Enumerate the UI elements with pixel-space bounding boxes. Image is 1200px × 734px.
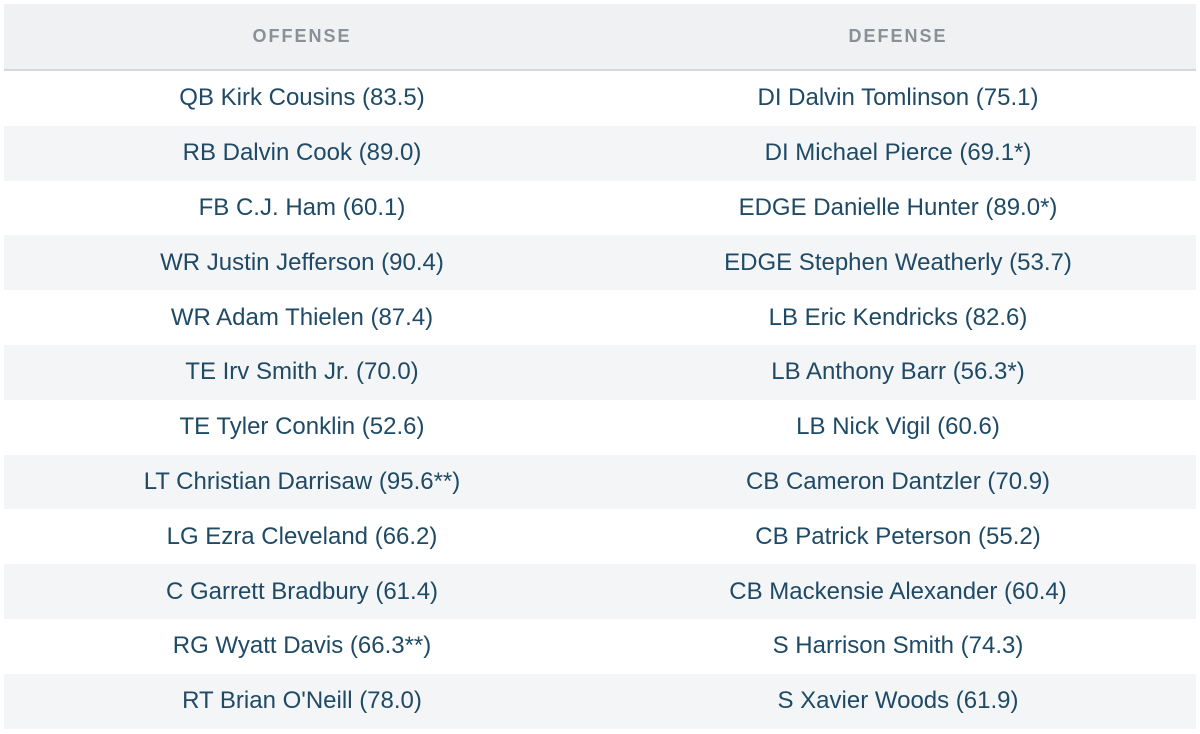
player-cell: DI Dalvin Tomlinson (75.1) bbox=[757, 84, 1039, 112]
player-cell: LB Nick Vigil (60.6) bbox=[796, 413, 1000, 441]
player-cell: RG Wyatt Davis (66.3**) bbox=[172, 632, 432, 660]
table-body: QB Kirk Cousins (83.5) DI Dalvin Tomlinso… bbox=[4, 70, 1196, 729]
table-row: WR Justin Jefferson (90.4) EDGE Stephen W… bbox=[4, 235, 1196, 291]
player-cell: TE Irv Smith Jr. (70.0) bbox=[4, 344, 600, 400]
player-cell: S Xavier Woods (61.9) bbox=[600, 673, 1196, 729]
player-cell: CB Mackensie Alexander (60.4) bbox=[600, 564, 1196, 619]
player-cell: CB Cameron Dantzler (70.9) bbox=[600, 454, 1196, 510]
player-cell: RB Dalvin Cook (89.0) bbox=[4, 125, 600, 181]
player-cell: LG Ezra Cleveland (66.2) bbox=[166, 522, 438, 550]
table-row: LG Ezra Cleveland (66.2) CB Patrick Peter… bbox=[4, 509, 1196, 564]
player-cell: LB Eric Kendricks (82.6) bbox=[768, 303, 1028, 331]
table-row: C Garrett Bradbury (61.4) CB Mackensie Al… bbox=[4, 564, 1196, 619]
player-cell: LT Christian Darrisaw (95.6**) bbox=[4, 454, 600, 510]
table-row: TE Irv Smith Jr. (70.0) LB Anthony Barr (… bbox=[4, 344, 1196, 400]
table-row: FB C.J. Ham (60.1) EDGE Danielle Hunter (… bbox=[4, 181, 1196, 236]
table-row: LT Christian Darrisaw (95.6**) CB Cameron… bbox=[4, 454, 1196, 510]
table-row: WR Adam Thielen (87.4) LB Eric Kendricks … bbox=[4, 290, 1196, 345]
table-row: QB Kirk Cousins (83.5) DI Dalvin Tomlinso… bbox=[4, 70, 1196, 126]
player-cell: WR Justin Jefferson (90.4) bbox=[4, 235, 600, 291]
player-cell: DI Michael Pierce (69.1*) bbox=[600, 125, 1196, 181]
player-cell: RT Brian O'Neill (78.0) bbox=[4, 673, 600, 729]
player-cell: FB C.J. Ham (60.1) bbox=[198, 193, 406, 221]
column-header: OFFENSE bbox=[4, 4, 600, 71]
header-row: OFFENSE DEFENSE bbox=[4, 4, 1196, 71]
player-cell: QB Kirk Cousins (83.5) bbox=[179, 84, 425, 112]
player-cell: WR Adam Thielen (87.4) bbox=[170, 303, 434, 331]
player-cell: C Garrett Bradbury (61.4) bbox=[4, 564, 600, 619]
roster-table: OFFENSE DEFENSE QB Kirk Cousins (83.5) DI … bbox=[4, 4, 1196, 729]
player-cell: TE Tyler Conklin (52.6) bbox=[179, 413, 425, 441]
table-row: RT Brian O'Neill (78.0) S Xavier Woods (6… bbox=[4, 673, 1196, 729]
table-row: TE Tyler Conklin (52.6) LB Nick Vigil (60… bbox=[4, 400, 1196, 455]
player-cell: S Harrison Smith (74.3) bbox=[772, 632, 1024, 660]
column-header: DEFENSE bbox=[600, 4, 1196, 71]
player-cell: EDGE Stephen Weatherly (53.7) bbox=[600, 235, 1196, 291]
player-cell: LB Anthony Barr (56.3*) bbox=[600, 344, 1196, 400]
player-cell: EDGE Danielle Hunter (89.0*) bbox=[738, 193, 1058, 221]
table-row: RB Dalvin Cook (89.0) DI Michael Pierce (… bbox=[4, 125, 1196, 181]
table-row: RG Wyatt Davis (66.3**) S Harrison Smith … bbox=[4, 619, 1196, 674]
player-cell: CB Patrick Peterson (55.2) bbox=[755, 522, 1041, 550]
table-header: OFFENSE DEFENSE bbox=[4, 4, 1196, 71]
